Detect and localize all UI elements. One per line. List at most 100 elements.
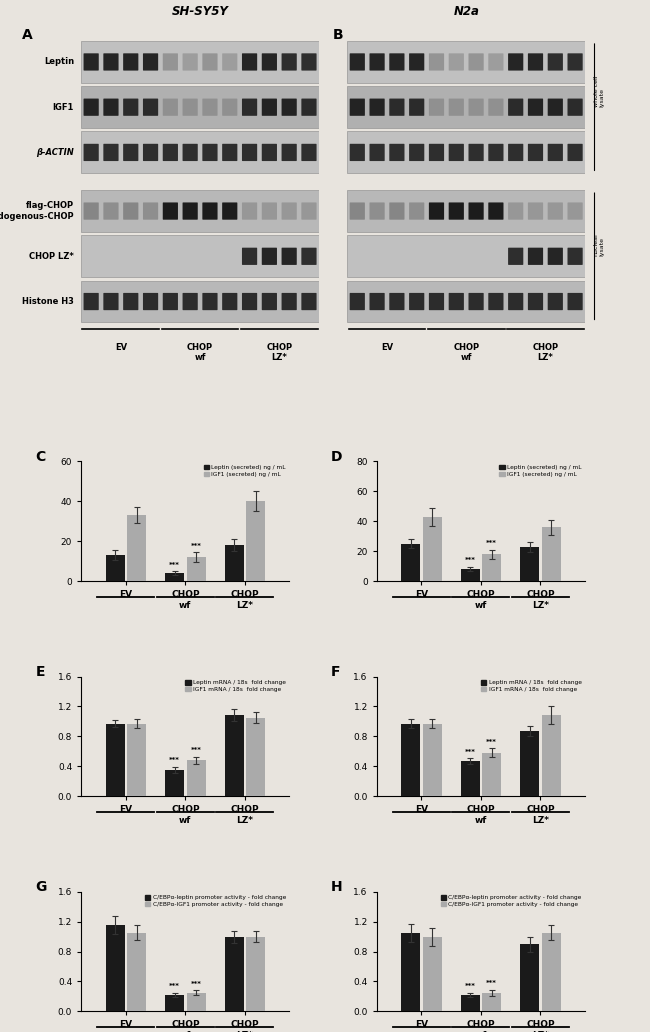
Text: ***: *** — [169, 983, 180, 989]
Text: flag-CHOP
endogenous-CHOP: flag-CHOP endogenous-CHOP — [0, 201, 74, 221]
FancyBboxPatch shape — [84, 293, 99, 311]
FancyBboxPatch shape — [350, 293, 365, 311]
Text: ***: *** — [465, 748, 476, 754]
FancyBboxPatch shape — [350, 202, 365, 220]
FancyBboxPatch shape — [508, 202, 523, 220]
FancyBboxPatch shape — [350, 54, 365, 70]
Bar — [81, 131, 319, 173]
Bar — [81, 41, 319, 83]
Text: nuclear
lysate: nuclear lysate — [594, 232, 604, 256]
FancyBboxPatch shape — [123, 143, 138, 161]
FancyBboxPatch shape — [183, 99, 198, 116]
FancyBboxPatch shape — [183, 54, 198, 70]
Bar — [347, 41, 585, 83]
FancyBboxPatch shape — [103, 54, 118, 70]
FancyBboxPatch shape — [389, 143, 404, 161]
FancyBboxPatch shape — [84, 202, 99, 220]
FancyBboxPatch shape — [548, 202, 563, 220]
Text: ***: *** — [465, 983, 476, 989]
FancyBboxPatch shape — [143, 143, 158, 161]
FancyBboxPatch shape — [548, 248, 563, 265]
FancyBboxPatch shape — [528, 248, 543, 265]
Bar — [81, 87, 319, 128]
FancyBboxPatch shape — [469, 202, 484, 220]
Legend: Leptin mRNA / 18s  fold change, IGF1 mRNA / 18s  fold change: Leptin mRNA / 18s fold change, IGF1 mRNA… — [185, 679, 287, 692]
Legend: C/EBPα-leptin promoter activity - fold change, C/EBPα-IGF1 promoter activity - f: C/EBPα-leptin promoter activity - fold c… — [440, 895, 582, 908]
FancyBboxPatch shape — [262, 143, 277, 161]
Text: G: G — [36, 879, 47, 894]
Text: Leptin: Leptin — [44, 58, 74, 66]
FancyBboxPatch shape — [84, 99, 99, 116]
Bar — [225, 715, 244, 797]
Bar — [347, 190, 585, 232]
FancyBboxPatch shape — [302, 293, 317, 311]
Bar — [401, 933, 421, 1011]
Text: CHOP
LZ*: CHOP LZ* — [266, 343, 292, 362]
FancyBboxPatch shape — [488, 54, 504, 70]
Bar — [165, 770, 184, 797]
FancyBboxPatch shape — [222, 293, 237, 311]
Text: ***: *** — [190, 543, 202, 549]
FancyBboxPatch shape — [302, 99, 317, 116]
Bar — [106, 926, 125, 1011]
FancyBboxPatch shape — [567, 99, 582, 116]
FancyBboxPatch shape — [448, 143, 464, 161]
FancyBboxPatch shape — [103, 293, 118, 311]
FancyBboxPatch shape — [448, 202, 464, 220]
Text: SH-SY5Y: SH-SY5Y — [172, 4, 229, 18]
FancyBboxPatch shape — [302, 248, 317, 265]
FancyBboxPatch shape — [143, 54, 158, 70]
Bar — [520, 732, 540, 797]
FancyBboxPatch shape — [202, 202, 218, 220]
Text: Histone H3: Histone H3 — [22, 297, 74, 307]
Bar — [401, 544, 421, 581]
Bar — [482, 554, 501, 581]
Bar — [246, 937, 265, 1011]
FancyBboxPatch shape — [528, 99, 543, 116]
FancyBboxPatch shape — [409, 54, 424, 70]
Text: D: D — [331, 450, 343, 463]
Text: whole cell
lysate: whole cell lysate — [594, 75, 604, 107]
Bar — [541, 933, 560, 1011]
Text: EV: EV — [381, 343, 393, 352]
FancyBboxPatch shape — [429, 54, 444, 70]
Text: H: H — [331, 879, 343, 894]
Text: B: B — [333, 28, 344, 41]
FancyBboxPatch shape — [567, 143, 582, 161]
FancyBboxPatch shape — [369, 54, 385, 70]
Bar — [461, 995, 480, 1011]
FancyBboxPatch shape — [183, 293, 198, 311]
FancyBboxPatch shape — [302, 202, 317, 220]
FancyBboxPatch shape — [281, 293, 297, 311]
Text: CHOP
wf: CHOP wf — [453, 343, 479, 362]
FancyBboxPatch shape — [429, 143, 444, 161]
Bar — [187, 761, 205, 797]
FancyBboxPatch shape — [548, 99, 563, 116]
FancyBboxPatch shape — [302, 143, 317, 161]
Text: EV: EV — [115, 343, 127, 352]
FancyBboxPatch shape — [409, 143, 424, 161]
Legend: Leptin (secreted) ng / mL, IGF1 (secreted) ng / mL: Leptin (secreted) ng / mL, IGF1 (secrete… — [499, 464, 582, 478]
Bar — [127, 515, 146, 581]
FancyBboxPatch shape — [389, 99, 404, 116]
FancyBboxPatch shape — [389, 202, 404, 220]
Bar — [461, 570, 480, 581]
FancyBboxPatch shape — [369, 202, 385, 220]
FancyBboxPatch shape — [123, 293, 138, 311]
FancyBboxPatch shape — [242, 143, 257, 161]
FancyBboxPatch shape — [567, 202, 582, 220]
Bar — [246, 717, 265, 797]
Bar — [81, 190, 319, 232]
FancyBboxPatch shape — [528, 143, 543, 161]
Bar — [520, 547, 540, 581]
FancyBboxPatch shape — [222, 143, 237, 161]
FancyBboxPatch shape — [103, 143, 118, 161]
FancyBboxPatch shape — [84, 54, 99, 70]
FancyBboxPatch shape — [84, 143, 99, 161]
Bar — [347, 87, 585, 128]
Bar — [165, 995, 184, 1011]
Text: CHOP LZ*: CHOP LZ* — [29, 252, 74, 261]
FancyBboxPatch shape — [508, 293, 523, 311]
Text: A: A — [22, 28, 32, 41]
FancyBboxPatch shape — [222, 99, 237, 116]
